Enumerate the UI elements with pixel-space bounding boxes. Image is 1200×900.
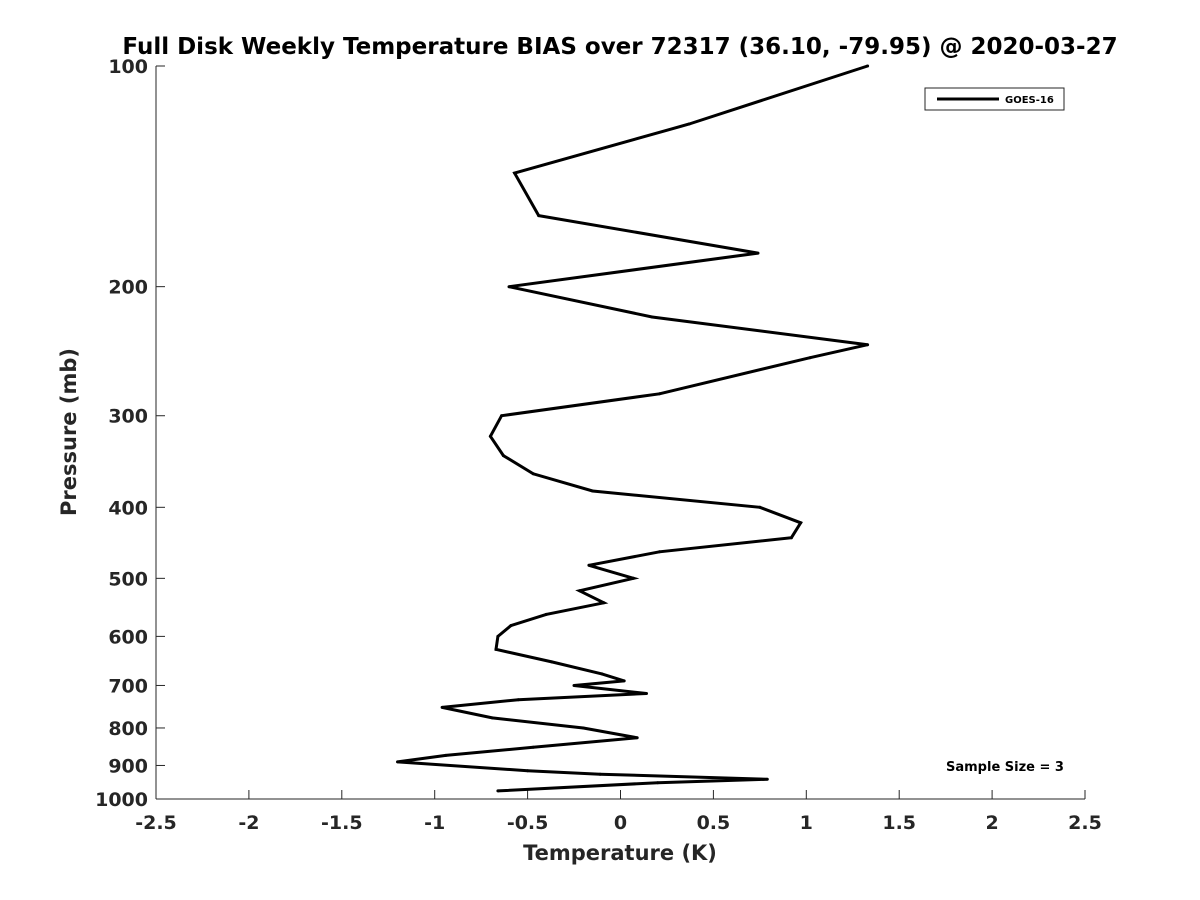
data-point	[444, 753, 448, 757]
x-tick-label: 2.5	[1068, 812, 1102, 834]
data-point	[440, 705, 444, 709]
data-point	[500, 414, 504, 418]
x-tick-label: -0.5	[507, 812, 549, 834]
data-point	[490, 716, 494, 720]
data-point	[507, 285, 511, 289]
y-tick-label: 400	[108, 497, 148, 519]
y-tick-label: 500	[108, 568, 148, 590]
series-layer	[396, 64, 870, 793]
data-point	[496, 789, 500, 793]
data-point	[501, 454, 505, 458]
data-point	[587, 563, 591, 567]
data-point	[531, 472, 535, 476]
data-point	[591, 489, 595, 493]
y-tick-label: 600	[108, 626, 148, 648]
data-point	[526, 769, 530, 773]
data-point	[650, 315, 654, 319]
x-tick-label: -1.5	[321, 812, 363, 834]
data-point	[488, 434, 492, 438]
data-point	[645, 692, 648, 695]
data-point	[687, 122, 691, 126]
x-tick-label: 1	[800, 812, 813, 834]
y-tick-label: 100	[108, 56, 148, 78]
data-point	[496, 634, 500, 638]
data-point	[550, 660, 554, 664]
data-point	[513, 171, 517, 175]
data-point	[658, 392, 661, 396]
x-axis-label: Temperature (K)	[523, 841, 717, 865]
legend-label: GOES-16	[1005, 95, 1054, 106]
x-tick-label: -1	[424, 812, 445, 834]
x-tick-label: 2	[985, 812, 998, 834]
legend: GOES-16	[924, 87, 1065, 111]
data-point	[799, 521, 803, 525]
x-tick-label: 0	[614, 812, 627, 834]
data-point	[578, 589, 582, 593]
x-tick-label: 0.5	[697, 812, 731, 834]
x-tick-label: -2	[238, 812, 259, 834]
data-point	[509, 624, 513, 628]
data-point	[602, 601, 606, 605]
data-point	[516, 698, 520, 702]
data-point	[572, 684, 576, 687]
x-tick-label: -2.5	[135, 812, 177, 834]
data-point	[866, 343, 870, 347]
data-point	[531, 745, 535, 749]
data-point	[758, 505, 762, 509]
x-tick-label: 1.5	[882, 812, 916, 834]
data-point	[866, 64, 870, 68]
data-point	[756, 251, 760, 255]
data-point	[622, 679, 626, 683]
data-point	[600, 672, 604, 676]
data-point	[598, 772, 602, 776]
y-axis-label: Pressure (mb)	[57, 348, 81, 516]
data-point	[632, 576, 635, 580]
data-point	[765, 777, 769, 781]
x-axis-ticks: -2.5 -2 -1.5 -1 -0.5 0 0.5 1 1.5 2 2.5	[135, 790, 1102, 834]
chart-title: Full Disk Weekly Temperature BIAS over 7…	[122, 34, 1117, 60]
data-point	[789, 536, 793, 540]
y-tick-label: 900	[108, 755, 148, 777]
data-point	[544, 612, 548, 616]
y-tick-label: 300	[108, 406, 148, 428]
data-point	[808, 356, 812, 360]
data-point	[537, 214, 541, 218]
y-tick-label: 800	[108, 718, 148, 740]
data-point	[494, 647, 498, 651]
y-tick-label: 200	[108, 277, 148, 299]
sample-size-annotation: Sample Size = 3	[946, 760, 1064, 775]
data-point	[581, 726, 585, 730]
y-tick-label: 1000	[95, 789, 148, 811]
data-point	[658, 550, 661, 554]
y-axis-ticks: 100 200 300 400 500 600 700 800 900 1000	[95, 56, 165, 811]
data-point	[635, 736, 639, 740]
data-point	[396, 760, 399, 764]
y-tick-label: 700	[108, 675, 148, 697]
data-point	[656, 781, 660, 785]
